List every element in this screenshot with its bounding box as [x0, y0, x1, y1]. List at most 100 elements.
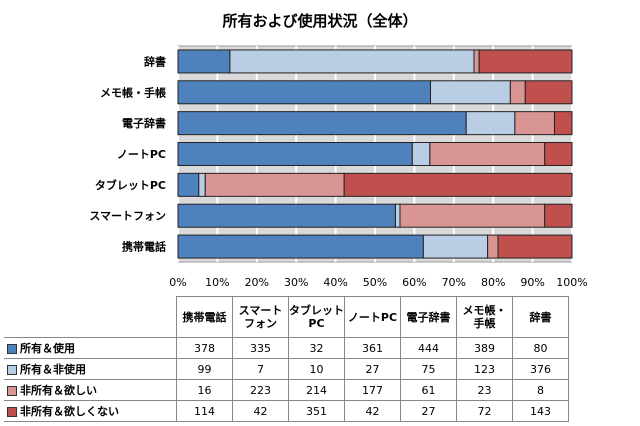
bar-segment: [422, 234, 489, 259]
category-label: 電子辞書: [122, 116, 166, 130]
table-cell: 72: [456, 400, 513, 422]
table-row: 非所有＆欲しい 16 223 214 177 61 23 8: [4, 379, 569, 401]
table-cell: 10: [288, 358, 345, 380]
table-row: 非所有＆欲しくない 114 42 351 42 27 72 143: [4, 400, 569, 422]
bar-segment: [429, 80, 511, 105]
table-cell: 42: [344, 400, 401, 422]
bar-segment: [177, 111, 467, 136]
table-cell: 27: [400, 400, 457, 422]
x-tick-label: 30%: [284, 276, 308, 289]
table-cell: 99: [176, 358, 233, 380]
x-tick-label: 100%: [556, 276, 587, 289]
table-cell: 42: [232, 400, 289, 422]
bar-segment: [343, 172, 573, 197]
bar-segment: [544, 142, 573, 166]
bar-segment: [177, 80, 431, 105]
category-label: 携帯電話: [122, 240, 166, 254]
table-cell: 123: [456, 358, 513, 380]
bar-segment: [177, 49, 231, 74]
legend-entry: 非所有＆欲しい: [4, 379, 177, 401]
bar-segment: [553, 111, 573, 136]
x-tick-label: 20%: [245, 276, 269, 289]
bar-segment: [399, 203, 546, 228]
category-label: スマートフォン: [89, 210, 166, 223]
table-cell: 361: [344, 337, 401, 359]
table-cell: 23: [456, 379, 513, 401]
bar-segment: [465, 111, 516, 136]
x-tick-label: 40%: [323, 276, 347, 289]
legend-label: 所有＆使用: [20, 342, 75, 355]
table-row: 所有＆非使用 99 7 10 27 75 123 376: [4, 358, 569, 380]
legend-entry: 非所有＆欲しくない: [4, 400, 177, 422]
bar-segment: [198, 172, 206, 197]
table-cell: 376: [512, 358, 569, 380]
x-tick-label: 70%: [442, 276, 466, 289]
legend-swatch: [7, 407, 17, 417]
x-tick-label: 10%: [205, 276, 229, 289]
bar-plot: 0% 10% 20% 30% 40% 50% 60% 70% 80% 90% 100% 携帯電話 スマー…: [89, 45, 588, 289]
bar-segment: [473, 49, 480, 74]
bar-segment: [177, 234, 424, 259]
category-label: タブレットPC: [95, 178, 166, 192]
bar-segment: [487, 234, 499, 259]
bar-segment: [177, 172, 200, 197]
category-label: メモ帳・手帳: [100, 85, 166, 99]
bar-segment: [544, 203, 573, 228]
bar-segment: [177, 142, 413, 166]
bar-segment: [204, 172, 345, 197]
data-table: 携帯電話 スマート フォン タブレット PC ノートPC 電子辞書 メモ帳・ 手帳 辞書 所有＆使…: [4, 296, 569, 422]
bar-segment: [411, 142, 431, 166]
x-tick-label: 0%: [169, 276, 186, 289]
table-cell: 223: [232, 379, 289, 401]
legend-entry: 所有＆使用: [4, 337, 177, 359]
legend-label: 所有＆非使用: [20, 363, 86, 376]
table-cell: 143: [512, 400, 569, 422]
table-cell: 32: [288, 337, 345, 359]
table-cell: 114: [176, 400, 233, 422]
table-cell: 27: [344, 358, 401, 380]
table-header: 携帯電話: [176, 296, 233, 338]
category-label: 辞書: [144, 54, 166, 68]
x-tick-label: 80%: [481, 276, 505, 289]
table-cell: 378: [176, 337, 233, 359]
table-cell: 351: [288, 400, 345, 422]
table-cell: 389: [456, 337, 513, 359]
table-corner: [4, 296, 177, 338]
bar-segment: [497, 234, 573, 259]
x-tick-label: 90%: [520, 276, 544, 289]
legend-entry: 所有＆非使用: [4, 358, 177, 380]
category-label: ノートPC: [117, 148, 166, 161]
table-cell: 8: [512, 379, 569, 401]
table-cell: 16: [176, 379, 233, 401]
table-header: スマート フォン: [232, 296, 289, 338]
table-cell: 444: [400, 337, 457, 359]
table-header: メモ帳・ 手帳: [456, 296, 513, 338]
x-tick-label: 50%: [363, 276, 387, 289]
table-header: 電子辞書: [400, 296, 457, 338]
table-cell: 214: [288, 379, 345, 401]
table-cell: 177: [344, 379, 401, 401]
bar-segment: [509, 80, 526, 105]
legend-label: 非所有＆欲しくない: [20, 405, 119, 418]
table-cell: 7: [232, 358, 289, 380]
table-cell: 61: [400, 379, 457, 401]
x-tick-label: 60%: [402, 276, 426, 289]
bar-segment: [524, 80, 573, 105]
legend-label: 非所有＆欲しい: [20, 384, 97, 397]
table-row: 所有＆使用 378 335 32 361 444 389 80: [4, 337, 569, 359]
legend-swatch: [7, 386, 17, 396]
legend-swatch: [7, 344, 17, 354]
bar-segment: [514, 111, 555, 136]
table-cell: 80: [512, 337, 569, 359]
chart-title: 所有および使用状況（全体）: [222, 12, 418, 30]
bar-segment: [177, 203, 396, 228]
table-cell: 75: [400, 358, 457, 380]
table-header: 辞書: [512, 296, 569, 338]
bar-segment: [394, 203, 401, 228]
legend-swatch: [7, 365, 17, 375]
bar-segment: [229, 49, 475, 74]
table-header: ノートPC: [344, 296, 401, 338]
bar-segment: [478, 49, 573, 74]
table-cell: 335: [232, 337, 289, 359]
